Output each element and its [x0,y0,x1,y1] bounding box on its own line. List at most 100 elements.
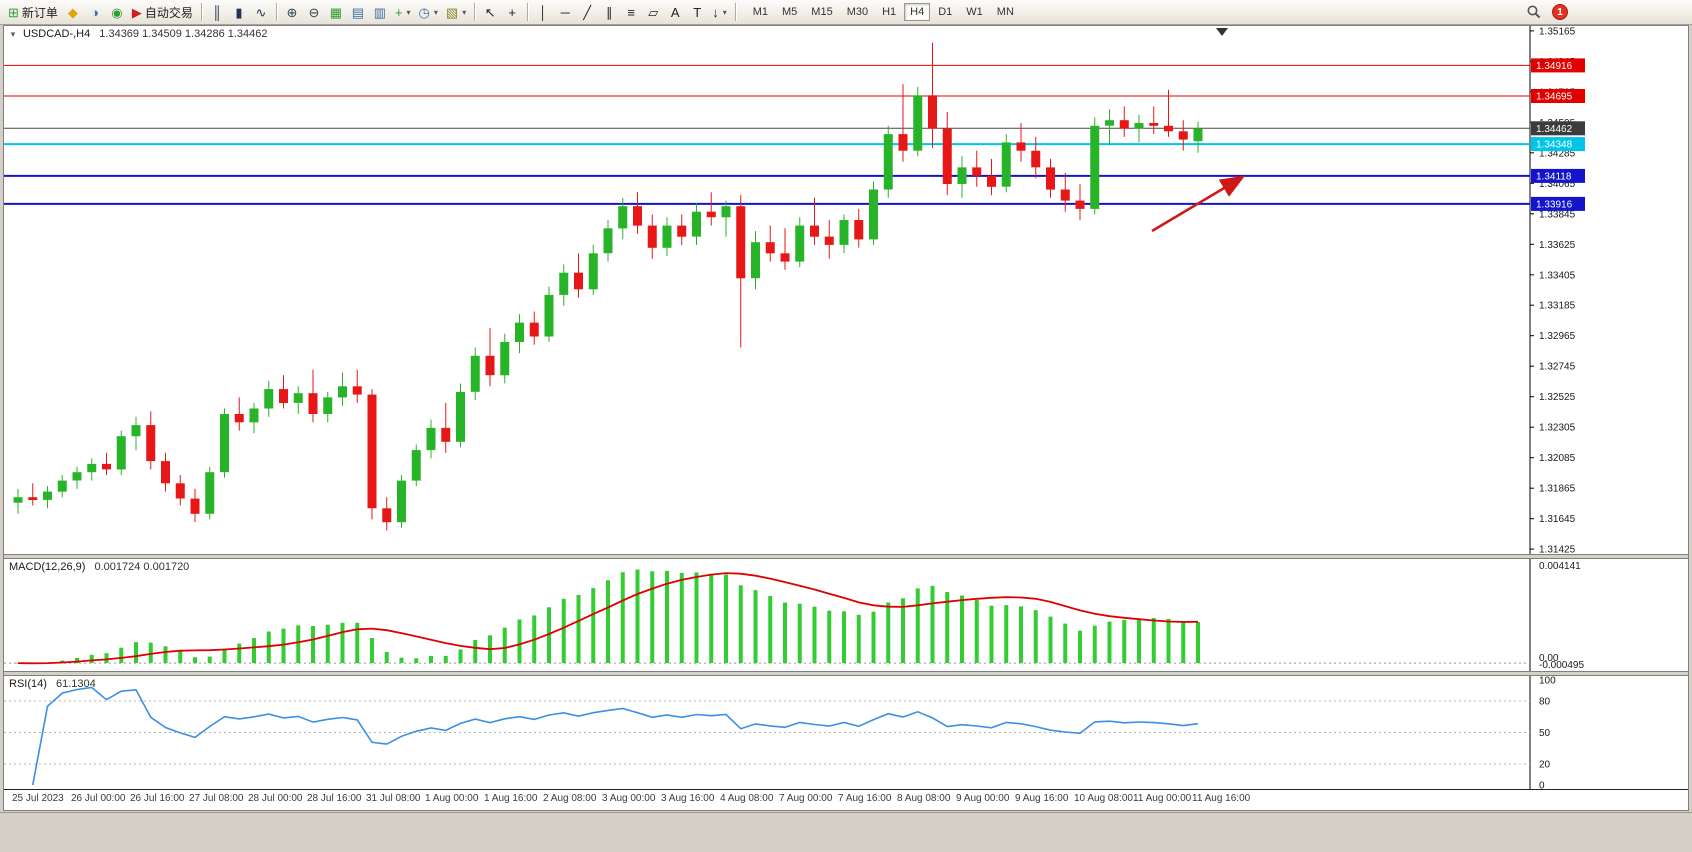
time-axis-label: 9 Aug 16:00 [1015,793,1069,804]
indicators-icon: + [394,4,403,20]
main-chart-panel[interactable]: ▼ USDCAD-,H4 1.34369 1.34509 1.34286 1.3… [4,26,1688,554]
arrows-button[interactable]: ↓ ▾ [708,2,731,23]
svg-text:1.34462: 1.34462 [1536,124,1573,135]
timeframe-d1-button[interactable]: D1 [938,6,953,18]
svg-text:1.32085: 1.32085 [1539,453,1576,464]
community-button[interactable]: ◉ [106,2,128,23]
period-icon: ◷ [418,4,430,20]
macd-signal-line [17,572,1199,665]
bar-chart-button[interactable]: ║ [206,2,228,23]
time-axis[interactable]: 25 Jul 2023 26 Jul 00:00 26 Jul 16:00 27 Ju… [4,789,1688,807]
time-axis-label: 25 Jul 2023 [12,793,64,804]
timeframe-h4-button[interactable]: H4 [904,3,931,21]
market-watch-button[interactable]: ◆ [62,2,84,23]
profile-icon: ◑ [90,4,99,20]
indicators-button-caret[interactable]: ▾ [406,7,411,17]
period-button-caret[interactable]: ▾ [433,7,438,17]
price-level-badge [1531,89,1585,103]
sort-charts-button[interactable]: ▥ [369,2,391,23]
shapes-button[interactable]: ▱ [642,2,664,23]
new-order-icon: ⊞ [8,4,19,20]
trendline-button[interactable]: ╱ [576,2,598,23]
macd-values: 0.001724 0.001720 [94,561,190,573]
bar-chart-icon: ║ [212,4,222,20]
line-chart-button[interactable]: ∿ [250,2,272,23]
community-icon: ◉ [111,4,123,20]
auto-trading-button-label: 自动交易 [144,5,193,20]
svg-text:1.34348: 1.34348 [1536,140,1573,151]
rsi-panel[interactable]: RSI(14) 61.1304 100 80 50 20 0 [4,676,1688,789]
main-chart-canvas[interactable]: 1.351651.349451.347251.345051.342851.340… [4,26,1688,554]
candlestick-chart-button[interactable]: ▮ [228,2,250,23]
time-axis-label: 7 Aug 00:00 [779,793,833,804]
line-chart-icon: ∿ [255,4,267,20]
toolbar-separator [527,3,529,21]
timeframe-mn-button[interactable]: MN [996,6,1014,18]
arrows-button-caret[interactable]: ▾ [722,7,727,17]
arrange-charts-icon: ▤ [351,4,365,20]
timeframe-h1-button[interactable]: H1 [882,6,897,18]
text-icon: A [670,4,680,20]
toolbar-separator [275,3,277,21]
svg-text:1.33185: 1.33185 [1539,301,1576,312]
fibonacci-button[interactable]: ≡ [620,2,642,23]
timeframe-w1-button[interactable]: W1 [966,6,983,18]
text-button[interactable]: A [664,2,686,23]
panel-separator[interactable] [4,554,1688,559]
chart-title: ▼ USDCAD-,H4 1.34369 1.34509 1.34286 1.3… [9,28,268,40]
horizontal-line-button[interactable]: ─ [554,2,576,23]
collapse-chart-icon[interactable]: ▼ [9,30,17,39]
zoom-out-button[interactable]: ⊖ [303,2,325,23]
arrange-charts-button[interactable]: ▤ [347,2,369,23]
chart-window: ▼ USDCAD-,H4 1.34369 1.34509 1.34286 1.3… [3,25,1689,811]
zoom-in-icon: ⊕ [286,4,298,20]
svg-text:100: 100 [1539,676,1556,687]
timeframe-m5-button[interactable]: M5 [782,6,798,18]
timeframe-m1-button[interactable]: M1 [752,6,769,18]
zoom-in-button[interactable]: ⊕ [281,2,303,23]
svg-text:1.33625: 1.33625 [1539,240,1576,251]
macd-panel[interactable]: MACD(12,26,9) 0.001724 0.001720 0.004141… [4,559,1688,671]
time-axis-label: 1 Aug 00:00 [425,793,479,804]
vertical-line-button[interactable]: │ [532,2,554,23]
notification-badge[interactable]: 1 [1552,4,1568,20]
period-button[interactable]: ◷ ▾ [415,2,442,23]
chart-shift-marker[interactable] [1216,28,1228,36]
templates-button[interactable]: ▧ ▾ [442,2,470,23]
channel-button[interactable]: ∥ [598,2,620,23]
label-button[interactable]: T [686,2,708,23]
indicators-button[interactable]: + ▾ [391,2,415,23]
templates-button-caret[interactable]: ▾ [462,7,467,17]
toolbar-right: 1 [1526,4,1568,20]
trendline-icon: ╱ [583,4,592,20]
cursor-button[interactable]: ↖ [479,2,501,23]
panel-separator[interactable] [4,671,1688,676]
price-level-lines[interactable] [4,64,1530,205]
price-level-badge [1531,58,1585,73]
macd-canvas[interactable]: 0.004141 0.00-0.000495 [4,559,1688,671]
time-axis-label: 8 Aug 08:00 [897,793,951,804]
time-axis-label: 26 Jul 16:00 [130,793,185,804]
svg-text:1.34285: 1.34285 [1539,148,1576,159]
rsi-canvas[interactable]: 100 80 50 20 0 [4,676,1688,789]
search-icon[interactable] [1526,4,1542,20]
timeframe-m15-button[interactable]: M15 [811,6,833,18]
toolbar-separator [474,3,476,21]
timeframe-m30-button[interactable]: M30 [846,6,869,18]
profile-button[interactable]: ◑ [84,2,106,23]
toolbar: ⊞ 新订单 ◆ ◑ ◉ ▶ 自动交易 ║ ▮ ∿ ⊕ ⊖ ▦ ▤ ▥ + ▾ ◷ ▾ ▧ ▾ ↖ + │ ─ ╱ ∥ ≡ ▱ A T ↓ ▾ M… [0,0,1692,25]
crosshair-button[interactable]: + [501,2,523,23]
new-order-button[interactable]: ⊞ 新订单 [4,2,62,23]
time-axis-label: 1 Aug 16:00 [484,793,538,804]
tile-windows-button[interactable]: ▦ [325,2,347,23]
time-axis-label: 28 Jul 00:00 [248,793,303,804]
horizontal-line-icon: ─ [560,4,570,20]
price-level-badge [1531,196,1585,211]
rsi-line [31,686,1199,786]
zoom-out-icon: ⊖ [308,4,320,20]
time-axis-label: 10 Aug 08:00 [1074,793,1133,804]
price-level-badge [1531,168,1585,183]
time-axis-label: 9 Aug 00:00 [956,793,1010,804]
auto-trading-button[interactable]: ▶ 自动交易 [128,2,197,23]
trend-arrow-annotation[interactable] [1151,175,1246,233]
